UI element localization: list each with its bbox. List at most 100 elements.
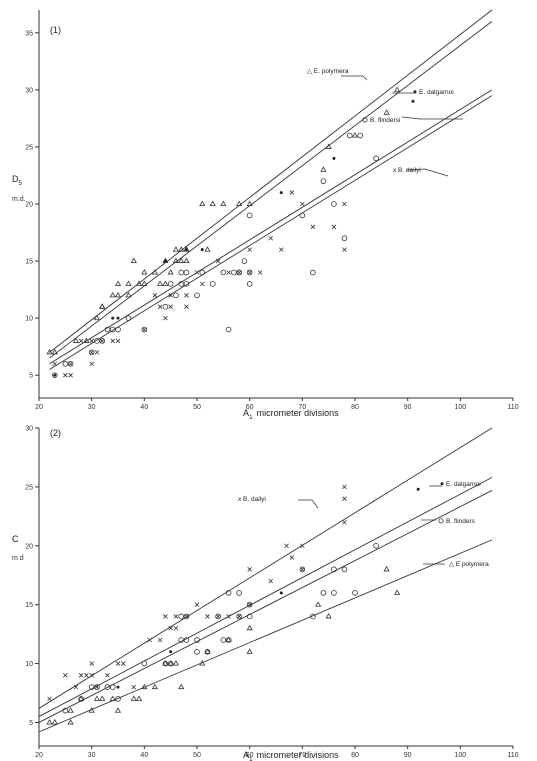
data-point-triangle: [246, 624, 253, 631]
data-point-circle: [104, 684, 111, 690]
data-point-circle: [99, 338, 105, 344]
data-point-x: [268, 578, 274, 584]
data-point-circle: [162, 303, 169, 310]
data-point-circle: [115, 696, 121, 702]
data-point-circle: [331, 590, 337, 596]
data-point-circle: [194, 648, 200, 655]
data-point-triangle: [320, 166, 327, 172]
data-point-circle: [246, 613, 253, 620]
data-point-triangle: [51, 719, 58, 725]
data-point-circle: [225, 326, 232, 333]
legend-marker-dot: [440, 482, 444, 486]
y-tick-label: 30: [25, 426, 33, 433]
data-point-triangle: [183, 257, 190, 264]
x-tick-label: 40: [140, 404, 148, 411]
data-point-circle: [341, 235, 348, 242]
data-point-x: [63, 372, 68, 378]
x-axis-label-subscript: 1: [249, 414, 253, 421]
data-point-x: [52, 361, 58, 367]
x-tick-label: 110: [507, 404, 518, 411]
data-point-circle: [331, 201, 337, 207]
data-point-x: [84, 673, 89, 678]
data-point-triangle: [78, 695, 85, 701]
x-tick-label: 100: [454, 404, 466, 411]
x-axis-label-subscript: 1: [249, 756, 253, 761]
data-point-circle: [210, 281, 216, 287]
data-point-triangle: [93, 314, 101, 321]
data-point-triangle: [204, 648, 211, 654]
data-point-x: [247, 247, 252, 252]
data-point-circle: [220, 637, 227, 643]
data-point-triangle: [162, 660, 169, 666]
x-tick-label: 110: [507, 752, 518, 759]
data-point-triangle: [178, 683, 185, 690]
data-point-x: [173, 625, 179, 631]
data-point-x: [47, 696, 52, 702]
data-point-x: [342, 496, 347, 501]
x-tick-label: 100: [454, 752, 466, 759]
data-point-x: [157, 304, 163, 309]
series-legend-label: E. dalgarnoi: [419, 89, 454, 96]
data-point-circle: [51, 372, 58, 378]
data-point-x: [115, 661, 121, 666]
fit-line: [38, 427, 493, 709]
data-point-x: [284, 543, 289, 549]
y-tick-label: 35: [25, 30, 33, 37]
data-point-circle: [320, 178, 327, 184]
data-point-triangle: [135, 695, 143, 701]
data-point-triangle: [67, 719, 74, 725]
data-point-triangle: [130, 695, 137, 701]
data-point-triangle: [114, 280, 122, 286]
data-point-circle: [141, 326, 148, 333]
x-axis-label-text: micrometer divisions: [257, 408, 340, 418]
legend-leader-line: [401, 116, 463, 120]
legend-marker-circle: [362, 117, 368, 123]
y-tick-label: 25: [25, 484, 33, 491]
data-point-x: [173, 614, 179, 619]
y-tick-label: 15: [25, 602, 33, 609]
legend-leader-line: [406, 168, 449, 177]
data-point-triangle: [315, 601, 322, 607]
data-point-triangle: [162, 280, 169, 286]
data-point-triangle: [199, 660, 206, 666]
data-point-x: [215, 258, 221, 264]
data-point-x: [63, 673, 68, 678]
series-b-dailyi: x B. dailyi: [38, 427, 493, 709]
data-point-circle: [88, 349, 95, 356]
data-point-x: [215, 614, 221, 619]
data-point-x: [331, 224, 337, 230]
legend-marker-dot: [413, 90, 417, 94]
x-axis-label: A1 micrometer divisions: [243, 750, 339, 761]
data-point-dot: [116, 316, 120, 320]
data-point-circle: [88, 684, 95, 690]
data-point-triangle: [130, 257, 137, 264]
data-point-circle: [104, 326, 111, 333]
data-point-triangle: [141, 683, 148, 690]
data-point-circle: [178, 269, 185, 276]
data-point-x: [247, 567, 252, 572]
series-legend-label: B. flinders: [446, 518, 476, 525]
data-point-x: [247, 270, 252, 275]
y-tick-label: 20: [25, 543, 33, 550]
y-tick-label: 15: [25, 259, 33, 266]
data-point-x: [73, 684, 79, 690]
series-e-polymera: △ E polymera: [38, 539, 493, 733]
data-point-x: [226, 614, 231, 619]
series-legend-label: x B. dailyi: [238, 496, 266, 503]
data-point-x: [236, 614, 242, 619]
x-tick-label: 90: [404, 404, 412, 411]
data-point-circle: [194, 637, 200, 643]
data-point-x: [163, 614, 168, 619]
data-point-circle: [183, 637, 190, 643]
data-point-triangle: [246, 648, 253, 654]
data-point-x: [300, 543, 305, 549]
data-point-triangle: [93, 695, 101, 701]
y-tick-label: 30: [25, 87, 33, 94]
data-point-triangle: [99, 695, 106, 701]
y-tick-label: 10: [25, 316, 33, 323]
y-tick-label: 25: [25, 144, 33, 151]
data-point-x: [89, 350, 94, 355]
data-point-circle: [220, 269, 227, 276]
data-point-x: [194, 602, 200, 607]
data-point-x: [268, 235, 274, 241]
